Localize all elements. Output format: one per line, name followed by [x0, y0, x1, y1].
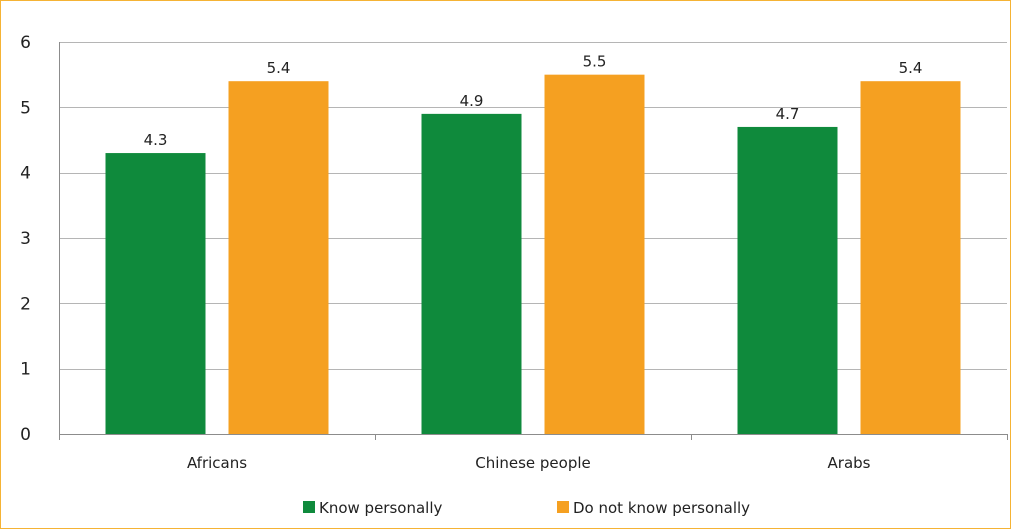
x-category-label: Chinese people [475, 454, 591, 472]
data-label: 4.7 [776, 105, 800, 123]
legend-swatch [557, 501, 569, 513]
bar-know-personally [105, 153, 206, 435]
data-label: 4.9 [460, 92, 484, 110]
bar-do-not-know-personally [544, 74, 645, 435]
legend-label: Do not know personally [573, 499, 750, 517]
axes [59, 42, 1008, 440]
y-tick-label: 1 [20, 360, 31, 380]
bar-do-not-know-personally [228, 81, 329, 434]
data-label: 5.4 [899, 59, 923, 77]
legend-label: Know personally [319, 499, 442, 517]
x-category-label: Africans [187, 454, 247, 472]
y-tick-label: 0 [20, 425, 31, 445]
data-label: 5.4 [267, 59, 291, 77]
data-label: 4.3 [144, 131, 168, 149]
y-tick-label: 4 [20, 164, 31, 184]
bar-know-personally [737, 126, 838, 434]
bar-do-not-know-personally [860, 81, 961, 434]
y-tick-label: 5 [20, 98, 31, 118]
y-tick-label: 6 [20, 33, 31, 53]
y-tick-label: 2 [20, 294, 31, 314]
labels: 0 1 2 3 4 5 6 4.3 5.4 Africans 4.9 5.5 Chinese peopl… [20, 33, 922, 472]
bars [105, 74, 961, 435]
y-tick-label: 3 [20, 229, 31, 249]
legend: Know personally Do not know personally [303, 499, 750, 517]
bar-know-personally [421, 113, 522, 434]
data-label: 5.5 [583, 53, 607, 71]
legend-swatch [303, 501, 315, 513]
gridlines [59, 42, 1007, 370]
x-category-label: Arabs [828, 454, 871, 472]
